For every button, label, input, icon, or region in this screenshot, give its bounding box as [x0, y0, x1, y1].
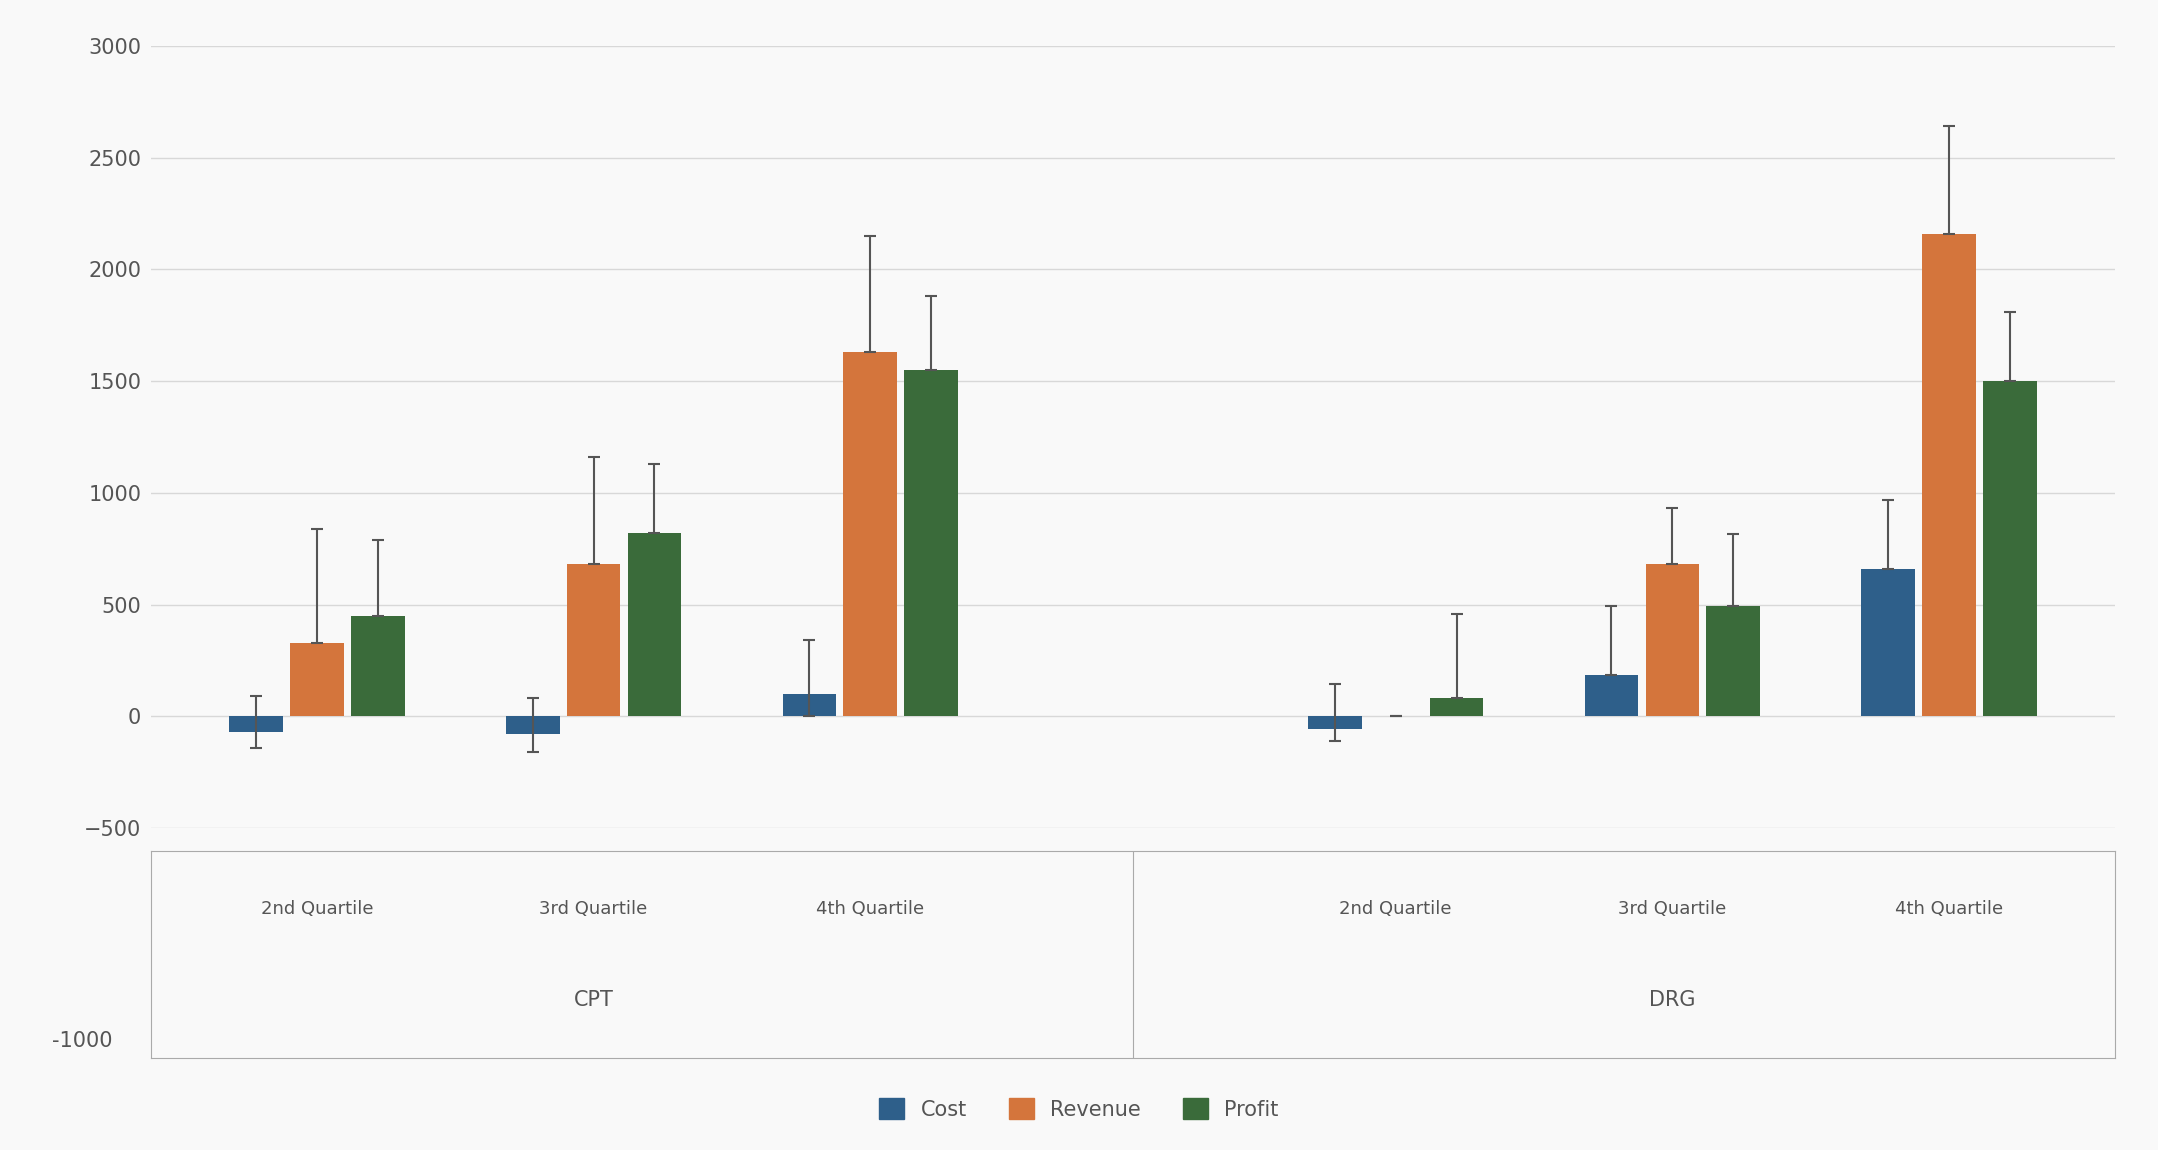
Bar [1584, 675, 1638, 716]
Bar [1431, 698, 1483, 716]
Text: DRG: DRG [1649, 990, 1696, 1010]
Bar [783, 693, 835, 716]
Bar [1707, 606, 1761, 716]
Text: 2nd Quartile: 2nd Quartile [261, 900, 373, 918]
Text: 4th Quartile: 4th Quartile [816, 900, 924, 918]
Bar [229, 716, 283, 731]
Bar [1647, 565, 1698, 716]
Bar [904, 370, 958, 716]
Bar [289, 643, 343, 716]
Bar [844, 352, 898, 716]
Bar [568, 565, 619, 716]
Bar [1923, 233, 1977, 716]
Bar [1860, 569, 1914, 716]
Bar [628, 534, 682, 716]
Bar [505, 716, 559, 734]
Text: 3rd Quartile: 3rd Quartile [540, 900, 647, 918]
Bar [352, 615, 406, 716]
Text: 3rd Quartile: 3rd Quartile [1618, 900, 1726, 918]
Bar [1308, 716, 1362, 729]
Legend: Cost, Revenue, Profit: Cost, Revenue, Profit [872, 1090, 1286, 1128]
Text: CPT: CPT [574, 990, 613, 1010]
Text: 2nd Quartile: 2nd Quartile [1340, 900, 1452, 918]
Text: 4th Quartile: 4th Quartile [1895, 900, 2003, 918]
Bar [1983, 381, 2037, 716]
Text: -1000: -1000 [52, 1030, 112, 1051]
